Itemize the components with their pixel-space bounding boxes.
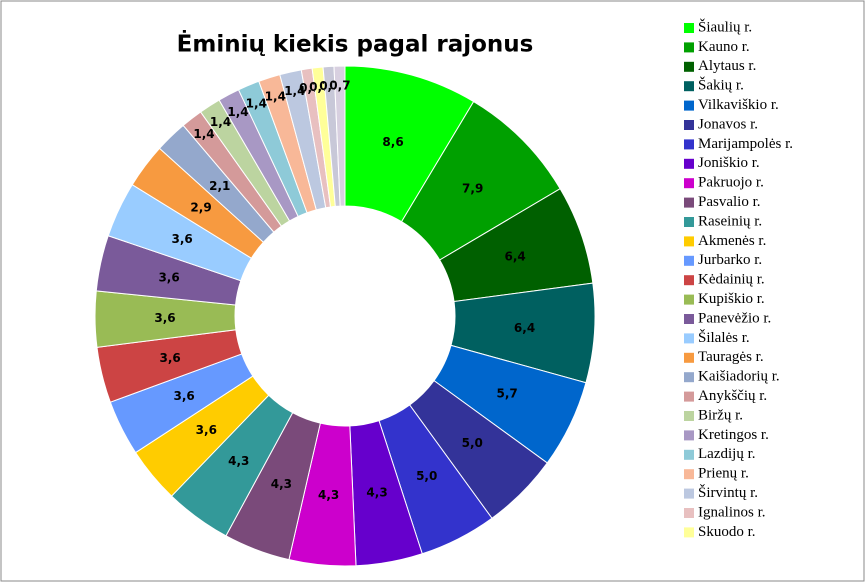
- data-label: 3,6: [158, 270, 179, 284]
- legend-swatch: [684, 430, 694, 441]
- legend-swatch: [684, 449, 694, 460]
- donut-segment: [333, 65, 346, 207]
- legend-label: Biržų r.: [698, 407, 743, 423]
- data-label: 4,3: [228, 454, 249, 468]
- legend-label: Panevėžio r.: [698, 310, 771, 326]
- legend-swatch: [684, 469, 694, 480]
- legend-swatch: [684, 158, 694, 169]
- legend-swatch: [684, 236, 694, 247]
- legend-label: Akmenės r.: [698, 233, 766, 249]
- legend-label: Skuodo r.: [698, 524, 756, 540]
- legend-label: Vilkaviškio r.: [698, 97, 779, 113]
- data-label: 2,9: [190, 200, 211, 214]
- legend-swatch: [684, 217, 694, 227]
- legend-label: Marijampolės r.: [698, 136, 793, 152]
- legend-swatch: [684, 411, 694, 421]
- data-label: 4,3: [318, 488, 339, 502]
- legend-label: Šiaulių r.: [698, 18, 752, 35]
- data-label: 3,6: [171, 232, 192, 246]
- legend-label: Kėdainių r.: [698, 272, 765, 288]
- legend-label: Širvintų r.: [698, 484, 758, 501]
- legend-swatch: [684, 120, 694, 130]
- legend-label: Anykščių r.: [698, 388, 767, 404]
- legend-label: Ignalinos r.: [698, 504, 766, 520]
- legend-swatch: [684, 139, 694, 150]
- data-label: 1,4: [284, 84, 305, 98]
- data-label: 3,6: [196, 423, 217, 437]
- legend-label: Kaišiadorių r.: [698, 369, 780, 385]
- legend-label: Joniškio r.: [698, 155, 760, 171]
- data-label: 3,6: [154, 311, 175, 325]
- legend-swatch: [684, 81, 694, 92]
- data-label: 6,4: [514, 321, 535, 335]
- data-label: 5,7: [497, 387, 518, 401]
- data-label: 4,3: [366, 486, 387, 500]
- data-label: 0,7: [329, 79, 350, 93]
- data-label: 4,3: [271, 477, 292, 491]
- data-label: 3,6: [159, 351, 180, 365]
- legend-label: Alytaus r.: [698, 58, 756, 74]
- legend-label: Jonavos r.: [698, 116, 758, 132]
- legend-swatch: [684, 314, 694, 324]
- legend-label: Lazdijų r.: [698, 446, 755, 462]
- legend-swatch: [684, 42, 694, 53]
- legend-swatch: [684, 255, 694, 266]
- legend-swatch: [684, 61, 694, 72]
- data-label: 6,4: [504, 250, 525, 264]
- data-label: 2,1: [209, 179, 230, 193]
- legend-swatch: [684, 333, 694, 344]
- legend-label: Šilalės r.: [698, 329, 750, 346]
- legend-swatch: [684, 275, 694, 286]
- data-label: 1,4: [193, 127, 214, 141]
- data-label: 7,9: [462, 182, 483, 196]
- legend-swatch: [684, 352, 694, 363]
- legend-swatch: [684, 391, 694, 402]
- legend-swatch: [684, 197, 694, 208]
- data-label: 1,4: [265, 89, 286, 103]
- data-label: 8,6: [382, 135, 403, 149]
- data-label: 1,4: [246, 96, 267, 110]
- data-label: 3,6: [173, 389, 194, 403]
- legend-label: Raseinių r.: [698, 213, 762, 229]
- legend-label: Prienų r.: [698, 466, 749, 482]
- legend-swatch: [684, 488, 694, 499]
- legend-label: Kupiškio r.: [698, 291, 765, 307]
- legend-swatch: [684, 372, 694, 383]
- legend-swatch: [684, 508, 694, 518]
- data-label: 5,0: [416, 469, 437, 483]
- chart-title: Ėminių kiekis pagal rajonus: [177, 30, 534, 58]
- data-label: 1,4: [227, 105, 248, 119]
- legend-swatch: [684, 23, 694, 33]
- legend-label: Pasvalio r.: [698, 194, 761, 210]
- legend-label: Kauno r.: [698, 39, 750, 55]
- legend-label: Tauragės r.: [698, 349, 764, 365]
- data-label: 5,0: [462, 436, 483, 450]
- legend-swatch: [684, 100, 694, 111]
- data-label: 1,4: [210, 115, 231, 129]
- legend-label: Kretingos r.: [698, 427, 769, 443]
- legend-swatch: [684, 527, 694, 538]
- legend-swatch: [684, 178, 694, 189]
- legend-label: Jurbarko r.: [698, 252, 762, 268]
- legend-swatch: [684, 294, 694, 305]
- legend-label: Pakruojo r.: [698, 175, 764, 191]
- legend-label: Šakių r.: [698, 77, 744, 94]
